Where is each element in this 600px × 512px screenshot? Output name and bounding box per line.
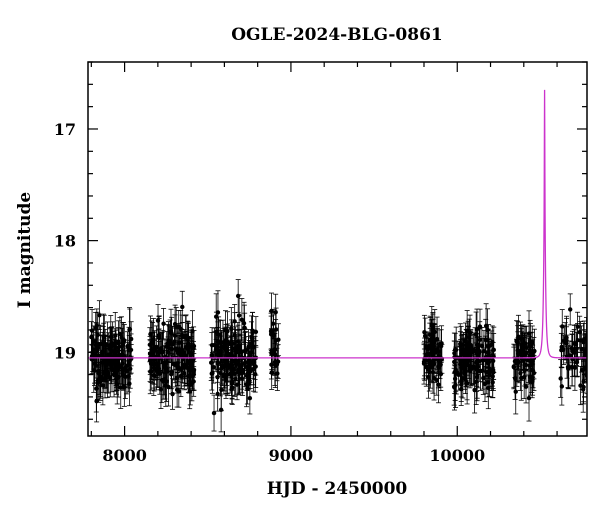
data-point-117 (94, 379, 100, 423)
plot-frame (87, 61, 588, 437)
data-point-426 (223, 324, 229, 356)
data-point-283 (172, 340, 178, 388)
season-2 (147, 290, 197, 410)
data-point-637 (488, 330, 494, 360)
x-tick-label-9000: 9000 (269, 446, 314, 465)
data-point-240 (169, 354, 175, 390)
data-point-139 (104, 321, 110, 369)
data-point-131 (111, 343, 117, 382)
x-tick-label-8000: 8000 (102, 446, 147, 465)
data-point-379 (215, 376, 221, 412)
data-point-276 (167, 319, 173, 363)
data-points (88, 279, 587, 433)
y-tick-label-17: 17 (54, 120, 76, 139)
x-tick-label-10000: 10000 (429, 446, 485, 465)
data-point-761 (564, 315, 570, 360)
data-point-288 (156, 315, 162, 361)
data-point-286 (184, 330, 190, 365)
data-point-377 (253, 345, 259, 388)
season-6 (451, 303, 497, 414)
data-point-509 (421, 342, 427, 385)
data-point-760 (558, 359, 564, 398)
season-3 (208, 279, 259, 433)
data-point-430 (235, 322, 241, 361)
data-point-405 (239, 298, 245, 342)
data-point-78 (94, 308, 100, 343)
data-point-354 (218, 387, 224, 433)
data-point-651 (464, 310, 470, 352)
data-point-649 (472, 327, 478, 374)
data-point-439 (239, 350, 245, 381)
data-point-413 (233, 362, 239, 396)
y-tick-label-18: 18 (54, 232, 76, 251)
data-point-634 (467, 354, 473, 389)
data-point-709 (523, 334, 529, 371)
data-point-435 (246, 356, 252, 386)
data-point-382 (235, 279, 241, 313)
data-point-463 (275, 344, 281, 379)
data-point-268 (191, 326, 197, 371)
data-point-746 (559, 309, 565, 344)
data-point-424 (250, 337, 256, 386)
data-point-270 (154, 325, 160, 369)
data-point-653 (452, 332, 458, 367)
season-7 (511, 310, 537, 422)
data-point-516 (434, 328, 440, 370)
data-point-712 (530, 344, 536, 378)
data-point-641 (485, 344, 491, 381)
data-point-130 (95, 332, 101, 368)
data-point-764 (569, 348, 575, 387)
data-point-287 (148, 352, 154, 391)
data-point-645 (473, 358, 479, 405)
data-point-650 (463, 355, 469, 388)
data-point-285 (147, 327, 153, 363)
data-point-381 (212, 330, 218, 360)
data-point-652 (458, 367, 464, 403)
data-point-695 (527, 336, 533, 366)
data-point-132 (128, 321, 134, 357)
data-point-356 (211, 394, 217, 432)
data-point-360 (241, 304, 247, 351)
data-point-519 (425, 338, 431, 369)
data-point-361 (247, 381, 253, 415)
data-point-289 (176, 335, 182, 371)
season-8 (558, 293, 587, 413)
data-point-697 (523, 325, 529, 370)
data-point-756 (574, 347, 580, 378)
data-point-762 (575, 311, 581, 342)
model-curve (88, 89, 587, 359)
model-curve-group (88, 89, 587, 359)
data-point-720 (559, 367, 565, 406)
data-point-128 (113, 356, 119, 386)
y-axis-label: I magnitude (15, 192, 35, 309)
x-axis-label: HJD - 2450000 (267, 479, 408, 499)
season-4 (268, 292, 281, 391)
data-point-282 (162, 358, 168, 400)
data-point-745 (567, 293, 573, 326)
chart-title: OGLE-2024-BLG-0861 (231, 25, 443, 45)
data-point-280 (181, 331, 187, 378)
axis-ticks: 8000 9000 10000 17 18 19 (54, 61, 587, 465)
data-point-654 (468, 332, 474, 362)
data-point-136 (121, 367, 127, 407)
data-point-437 (250, 311, 256, 354)
data-point-759 (561, 334, 567, 365)
y-tick-label-19: 19 (54, 343, 76, 362)
data-point-406 (208, 344, 214, 381)
data-point-429 (232, 312, 238, 358)
data-point-521 (439, 325, 445, 362)
data-point-703 (521, 326, 527, 361)
season-1 (88, 300, 134, 423)
season-5 (421, 306, 445, 404)
data-point-137 (97, 324, 103, 364)
data-point-757 (581, 360, 587, 403)
data-point-644 (467, 348, 473, 384)
data-point-281 (155, 350, 161, 380)
data-point-648 (491, 326, 497, 373)
data-point-646 (480, 361, 486, 395)
data-point-464 (268, 315, 274, 354)
